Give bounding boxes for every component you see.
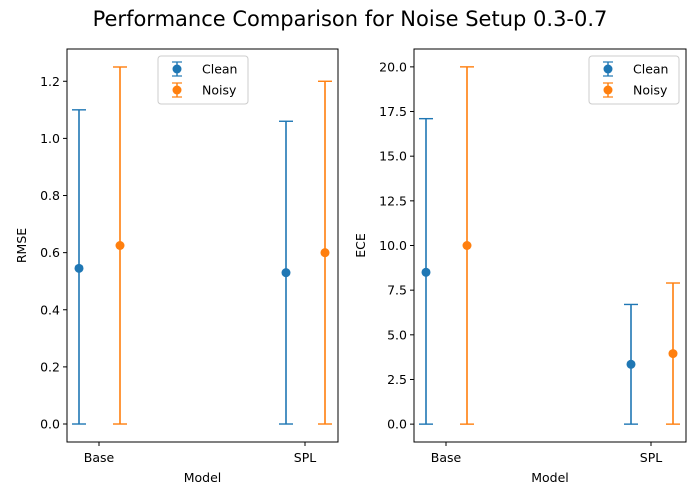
legend-marker bbox=[172, 64, 182, 74]
y-tick-label: 1.2 bbox=[40, 74, 60, 89]
data-point-clean bbox=[421, 267, 431, 277]
data-point-clean bbox=[281, 268, 291, 278]
x-axis-label: Model bbox=[184, 470, 222, 485]
y-tick-label: 15.0 bbox=[379, 149, 407, 164]
ece-subplot: 0.0 2.5 5.0 7.5 10.0 12.5 15.0 17.5 20.0 Base SPL M… bbox=[353, 48, 687, 485]
y-axis-label: ECE bbox=[353, 233, 368, 258]
y-tick-label: 0.6 bbox=[40, 245, 60, 260]
y-tick-label: 5.0 bbox=[387, 327, 407, 342]
data-point-noisy bbox=[320, 248, 330, 258]
y-tick-label: 12.5 bbox=[379, 193, 407, 208]
data-point-noisy bbox=[462, 241, 472, 250]
legend-label: Noisy bbox=[202, 83, 237, 98]
y-tick-label: 17.5 bbox=[379, 104, 407, 119]
data-point-clean bbox=[74, 263, 84, 273]
y-tick-label: 0.8 bbox=[40, 188, 60, 203]
figure-title: Performance Comparison for Noise Setup 0… bbox=[93, 7, 608, 31]
y-tick-label: 2.5 bbox=[387, 372, 407, 387]
x-tick-label: SPL bbox=[640, 450, 662, 465]
plot-area bbox=[66, 48, 339, 443]
legend-marker bbox=[172, 85, 182, 95]
legend-marker bbox=[603, 85, 613, 95]
x-axis-label: Model bbox=[531, 470, 569, 485]
plot-area bbox=[413, 48, 687, 443]
y-tick-label: 10.0 bbox=[379, 238, 407, 253]
legend-marker bbox=[603, 64, 613, 74]
data-point-noisy bbox=[115, 241, 125, 250]
x-tick-label: Base bbox=[431, 450, 462, 465]
y-axis-label: RMSE bbox=[14, 228, 29, 263]
rmse-subplot: 0.0 0.2 0.4 0.6 0.8 1.0 1.2 Base SPL Model RMSE Cle… bbox=[14, 48, 339, 485]
y-tick-label: 0.4 bbox=[40, 302, 60, 317]
legend-label: Noisy bbox=[633, 83, 668, 98]
x-tick-label: SPL bbox=[294, 450, 316, 465]
y-tick-label: 0.2 bbox=[40, 359, 60, 374]
legend: Clean Noisy bbox=[157, 55, 249, 105]
y-tick-label: 7.5 bbox=[387, 283, 407, 298]
legend-label: Clean bbox=[633, 62, 668, 77]
y-tick-label: 1.0 bbox=[40, 131, 60, 146]
legend-label: Clean bbox=[202, 62, 237, 77]
y-tick-label: 0.0 bbox=[387, 417, 407, 432]
data-point-noisy bbox=[668, 349, 678, 359]
x-tick-label: Base bbox=[84, 450, 115, 465]
y-tick-label: 20.0 bbox=[379, 59, 407, 74]
y-tick-label: 0.0 bbox=[40, 417, 60, 432]
legend: Clean Noisy bbox=[588, 55, 680, 105]
data-point-clean bbox=[626, 359, 636, 369]
